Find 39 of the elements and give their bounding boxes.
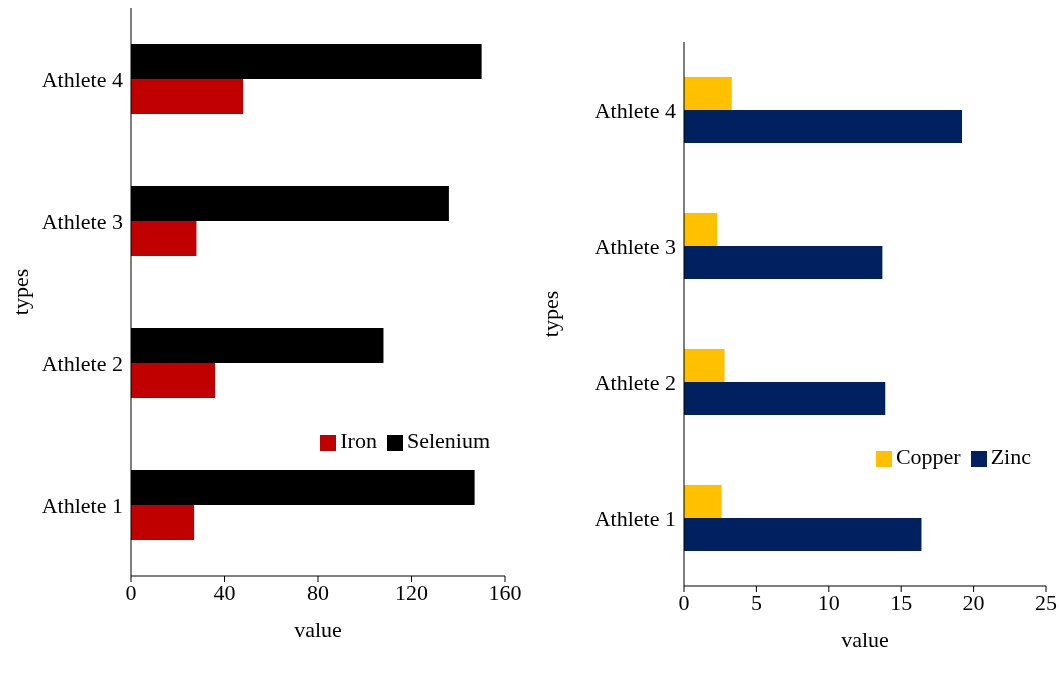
bar — [684, 77, 732, 110]
bar — [684, 382, 886, 415]
legend-label: Copper — [895, 444, 961, 470]
y-axis-title: types — [537, 290, 563, 338]
x-tick-label: 0 — [125, 579, 137, 605]
x-axis-title: value — [841, 626, 889, 652]
y-tick-label: Athlete 4 — [594, 97, 676, 123]
legend-label: Zinc — [990, 444, 1031, 470]
x-tick-label: 160 — [488, 579, 522, 605]
bar — [131, 221, 197, 256]
y-tick-label: Athlete 1 — [41, 492, 123, 518]
bar — [684, 518, 922, 551]
x-axis-title: value — [294, 616, 342, 642]
y-tick-label: Athlete 4 — [41, 66, 123, 92]
bar — [131, 363, 216, 398]
y-tick-label: Athlete 2 — [594, 369, 676, 395]
y-tick-label: Athlete 3 — [594, 233, 676, 259]
y-tick-label: Athlete 1 — [594, 505, 676, 531]
bar — [131, 79, 244, 114]
x-tick-label: 80 — [307, 579, 329, 605]
y-tick-label: Athlete 3 — [41, 208, 123, 234]
x-tick-label: 120 — [395, 579, 428, 605]
legend-label: Selenium — [406, 427, 490, 453]
y-axis-title: types — [7, 268, 33, 316]
x-tick-label: 5 — [750, 589, 762, 615]
bar — [684, 213, 718, 246]
x-tick-label: 40 — [213, 579, 236, 605]
bar — [684, 246, 883, 279]
x-tick-label: 25 — [1035, 589, 1057, 615]
bar — [131, 505, 195, 540]
bar — [684, 485, 722, 518]
bar — [684, 110, 963, 143]
legend-label: Iron — [340, 427, 377, 453]
x-tick-label: 10 — [817, 589, 840, 615]
x-tick-label: 0 — [678, 589, 690, 615]
y-tick-label: Athlete 2 — [41, 350, 123, 376]
x-tick-label: 20 — [962, 589, 985, 615]
bar — [684, 349, 725, 382]
x-tick-label: 15 — [890, 589, 913, 615]
